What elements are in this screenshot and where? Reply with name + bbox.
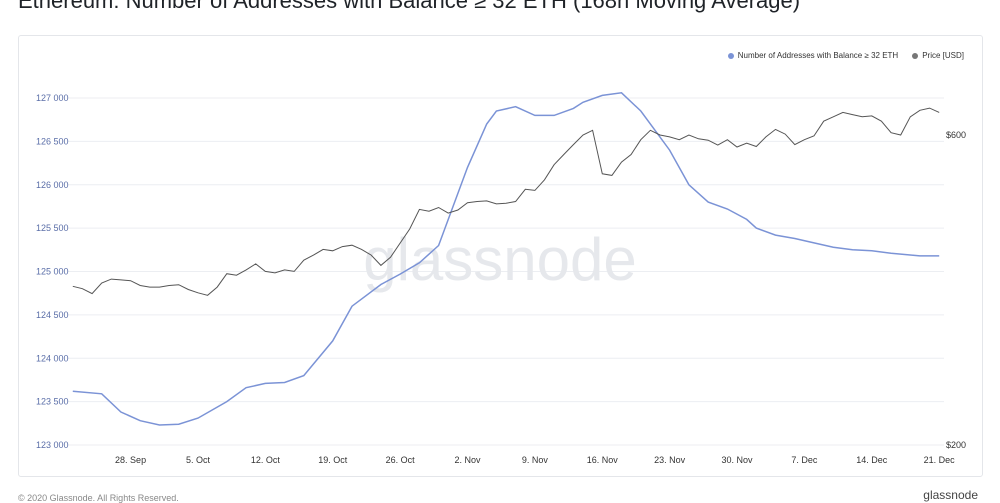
x-tick-label: 23. Nov (654, 455, 686, 465)
y-tick-label-left: 127 000 (36, 93, 69, 103)
x-tick-label: 16. Nov (587, 455, 619, 465)
x-tick-label: 19. Oct (318, 455, 348, 465)
x-tick-label: 12. Oct (251, 455, 281, 465)
x-tick-label: 9. Nov (522, 455, 549, 465)
x-tick-label: 26. Oct (386, 455, 416, 465)
series-line-addresses (72, 92, 940, 426)
series-line-price (72, 107, 940, 296)
y-tick-label-left: 126 500 (36, 136, 69, 146)
y-tick-label-right: $200 (946, 440, 966, 450)
x-tick-label: 30. Nov (722, 455, 754, 465)
footer-logo-text: glassnode (923, 488, 978, 502)
x-tick-label: 7. Dec (791, 455, 818, 465)
x-tick-label: 14. Dec (856, 455, 888, 465)
x-tick-label: 5. Oct (186, 455, 211, 465)
legend-item-price[interactable]: Price [USD] (912, 51, 964, 60)
x-tick-label: 28. Sep (115, 455, 146, 465)
copyright-text: © 2020 Glassnode. All Rights Reserved. (18, 493, 179, 503)
x-tick-label: 2. Nov (454, 455, 481, 465)
legend-label-addresses: Number of Addresses with Balance ≥ 32 ET… (737, 51, 899, 60)
legend: Number of Addresses with Balance ≥ 32 ET… (727, 51, 964, 60)
y-tick-label-left: 125 000 (36, 267, 69, 277)
watermark-text: glassnode (363, 226, 637, 293)
legend-item-addresses[interactable]: Number of Addresses with Balance ≥ 32 ET… (727, 51, 899, 60)
y-tick-label-left: 123 000 (36, 440, 69, 450)
legend-dot-addresses (727, 52, 734, 59)
y-tick-label-left: 126 000 (36, 180, 69, 190)
y-tick-label-left: 124 500 (36, 310, 69, 320)
chart-title: Ethereum: Number of Addresses with Balan… (18, 0, 801, 13)
legend-dot-price (912, 52, 919, 59)
x-tick-label: 21. Dec (924, 455, 956, 465)
y-tick-label-left: 125 500 (36, 223, 69, 233)
y-tick-label-right: $600 (946, 130, 966, 140)
y-tick-label-left: 123 500 (36, 397, 69, 407)
y-tick-label-left: 124 000 (36, 353, 69, 363)
legend-label-price: Price [USD] (922, 51, 964, 60)
chart-panel (18, 35, 983, 477)
